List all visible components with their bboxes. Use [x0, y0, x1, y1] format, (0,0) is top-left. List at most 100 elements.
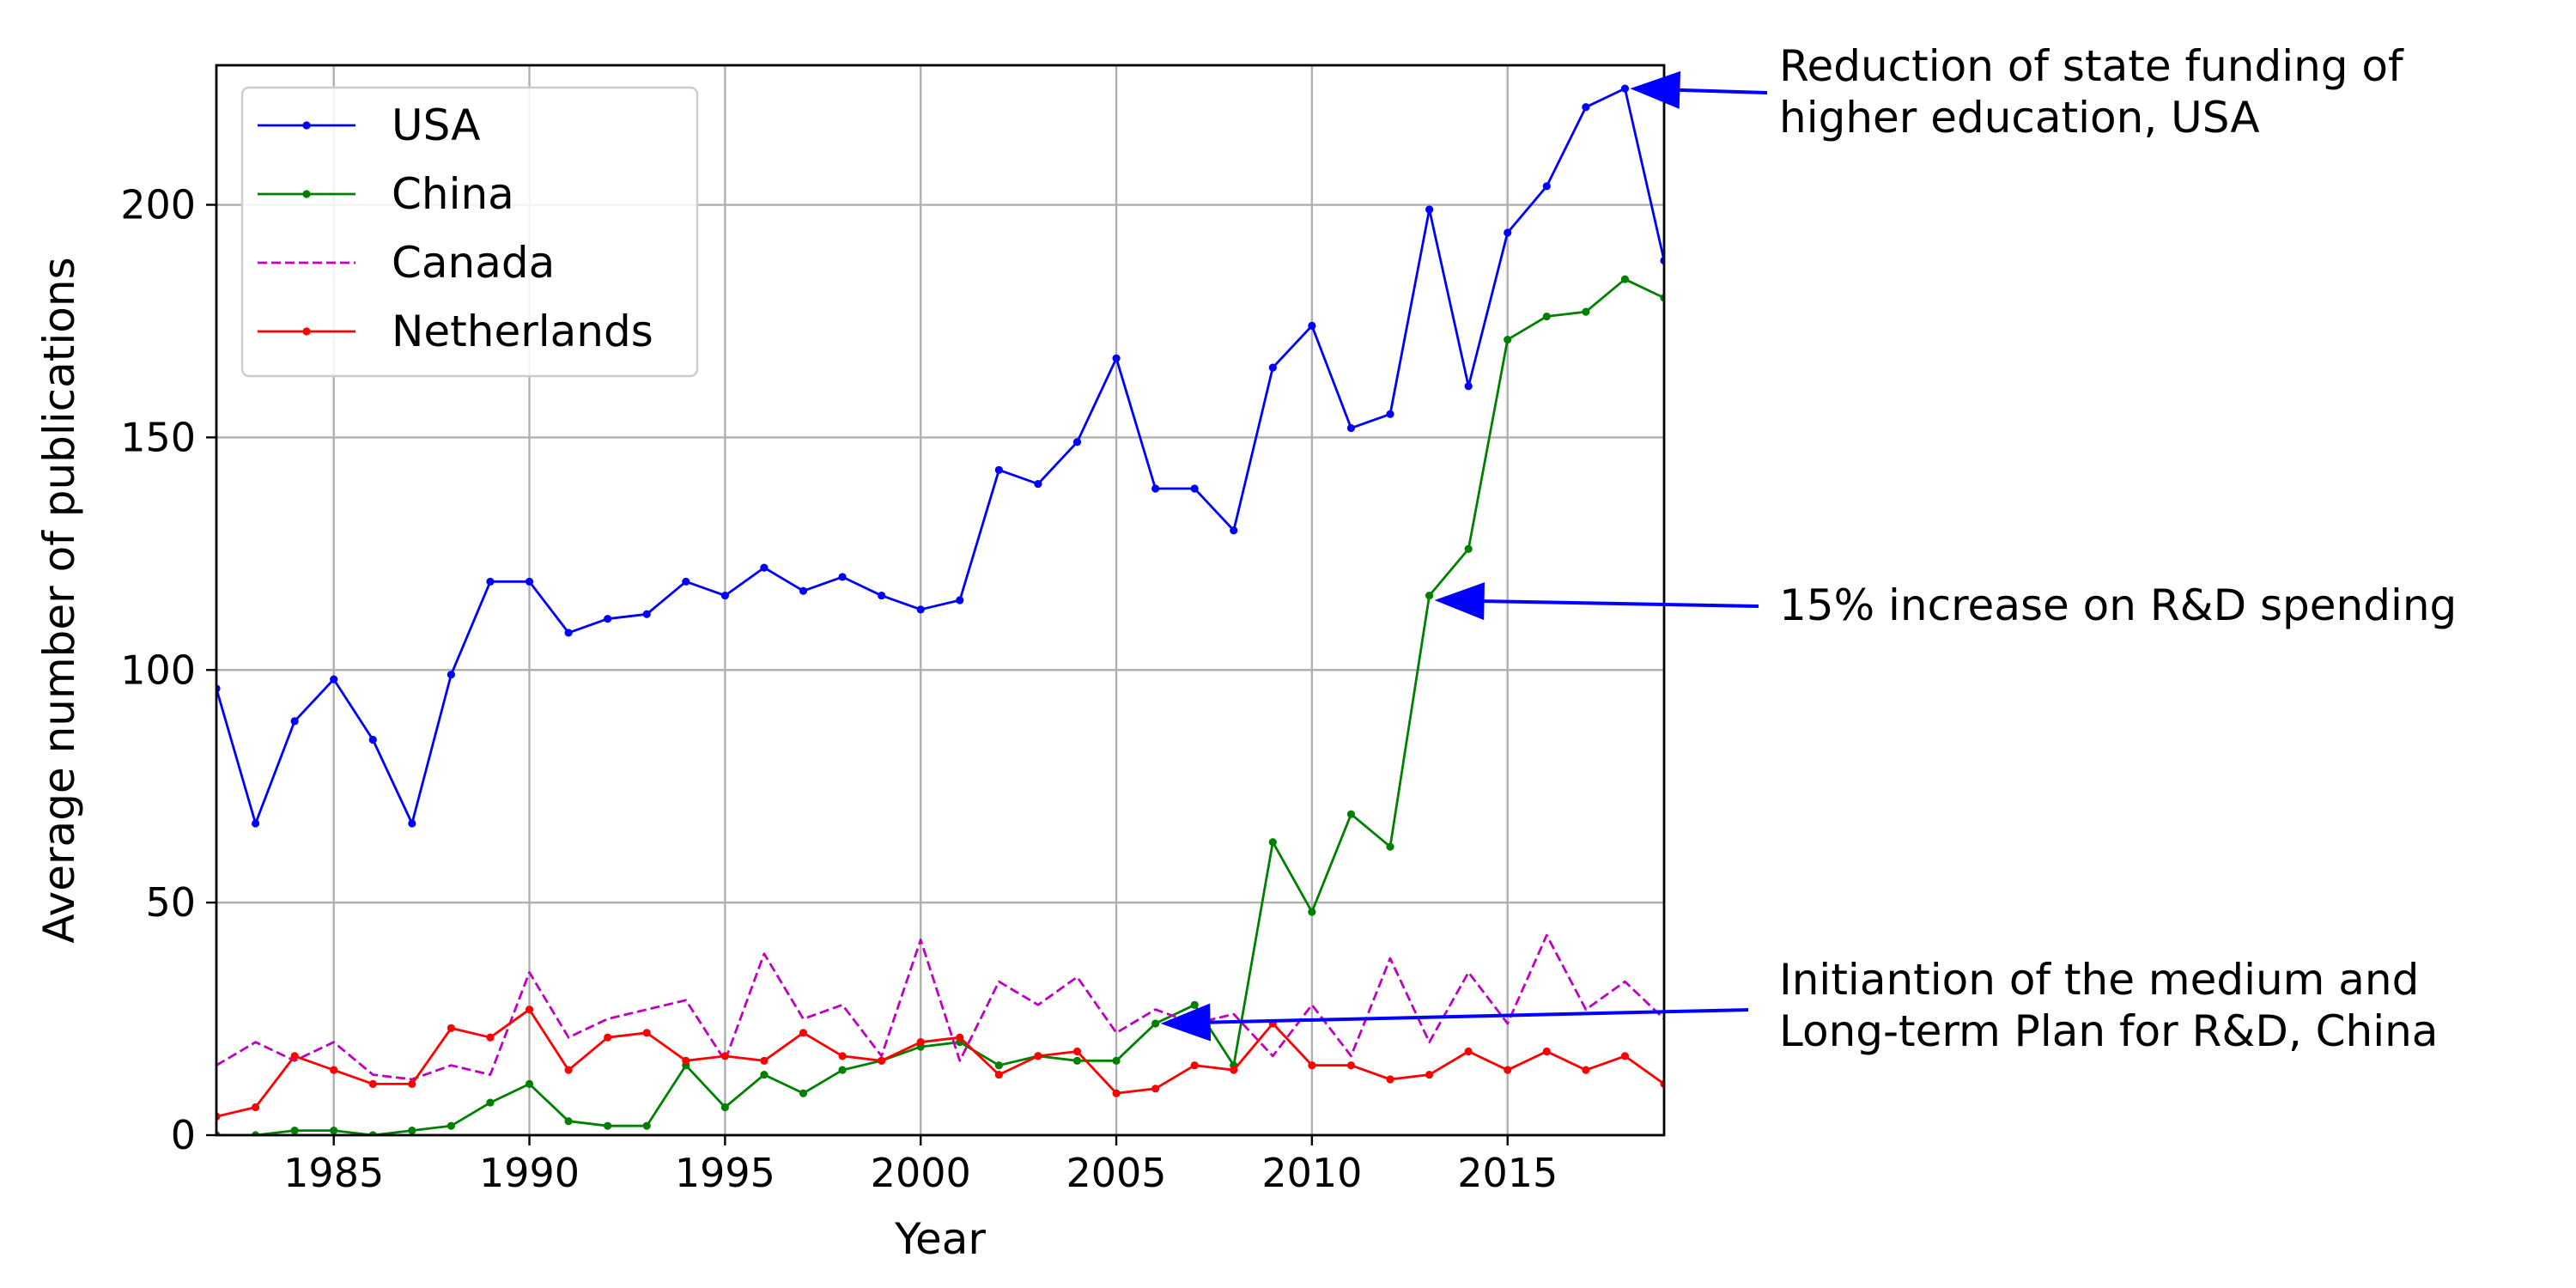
x-tick-label-1990: 1990: [479, 1150, 580, 1196]
point-china-1995: [720, 1103, 729, 1112]
point-china-1989: [486, 1098, 495, 1107]
point-netherlands-1985: [330, 1066, 338, 1074]
y-axis-title: Average number of publications: [34, 257, 84, 943]
annotation-arrow-line-2: [1484, 599, 1759, 608]
point-usa-1997: [799, 586, 808, 595]
point-usa-1995: [720, 591, 729, 600]
x-tick-label-2005: 2005: [1066, 1150, 1167, 1196]
point-china-1992: [604, 1121, 612, 1130]
point-usa-1984: [290, 717, 299, 726]
point-netherlands-1984: [290, 1052, 299, 1060]
legend-label-netherlands: Netherlands: [392, 307, 653, 356]
point-china-1991: [564, 1117, 573, 1126]
point-usa-2005: [1112, 354, 1121, 362]
point-china-2004: [1072, 1056, 1082, 1065]
point-usa-1996: [760, 563, 769, 572]
point-china-1988: [447, 1121, 456, 1130]
legend-label-usa: USA: [392, 100, 480, 150]
annotation-text-3-line-2: Long-term Plan for R&D, China: [1779, 1006, 2438, 1056]
point-usa-1992: [604, 615, 612, 623]
point-netherlands-1992: [604, 1033, 612, 1042]
point-china-2013: [1425, 591, 1434, 600]
point-usa-2000: [916, 605, 925, 614]
legend[interactable]: USA China Canada Netherlands: [240, 86, 699, 378]
point-netherlands-1989: [486, 1033, 495, 1042]
point-usa-2006: [1151, 484, 1160, 493]
point-usa-1989: [486, 577, 495, 586]
plot-frame: [215, 64, 1666, 1137]
legend-marker-china: [302, 190, 311, 198]
point-netherlands-2018: [1620, 1052, 1630, 1060]
point-usa-1988: [447, 671, 456, 679]
point-china-2016: [1542, 312, 1551, 321]
point-china-1987: [408, 1126, 416, 1135]
point-netherlands-2004: [1072, 1047, 1082, 1056]
legend-item-usa[interactable]: USA: [258, 100, 480, 150]
x-axis-title: Year: [894, 1214, 986, 1264]
point-netherlands-1996: [760, 1056, 769, 1065]
annotation-text-3-line-1: Initiantion of the medium and: [1779, 955, 2419, 1005]
legend-label-canada: Canada: [392, 238, 555, 288]
point-usa-2007: [1190, 484, 1199, 493]
point-usa-2010: [1308, 321, 1316, 330]
point-netherlands-2015: [1504, 1066, 1512, 1074]
axes: 1985 1990 1995 2000 2005 2010 2015 0 50 100 150 200…: [34, 64, 1666, 1264]
point-netherlands-1997: [799, 1029, 808, 1037]
point-china-1990: [525, 1079, 534, 1089]
series-line-netherlands: [216, 1008, 1664, 1118]
point-netherlands-2012: [1386, 1075, 1394, 1084]
legend-item-canada[interactable]: Canada: [258, 238, 555, 288]
y-tick-label-200: 200: [120, 182, 196, 228]
point-usa-2011: [1346, 423, 1356, 433]
point-usa-1987: [408, 819, 416, 828]
point-netherlands-2014: [1464, 1047, 1473, 1056]
point-usa-2001: [956, 596, 964, 605]
legend-marker-usa: [302, 121, 311, 130]
x-tick-label-1995: 1995: [675, 1150, 775, 1196]
point-china-2006: [1151, 1019, 1160, 1028]
point-usa-1994: [682, 577, 690, 586]
point-netherlands-1998: [838, 1052, 847, 1060]
point-usa-2004: [1072, 438, 1082, 447]
point-netherlands-2017: [1582, 1066, 1590, 1074]
x-tick-label-1985: 1985: [283, 1150, 384, 1196]
point-china-2018: [1620, 275, 1630, 283]
point-netherlands-1986: [368, 1079, 377, 1089]
point-netherlands-2002: [994, 1070, 1003, 1079]
point-china-1997: [799, 1089, 808, 1097]
point-china-2009: [1268, 838, 1277, 847]
legend-label-china: China: [392, 169, 514, 219]
series-line-usa: [216, 87, 1664, 825]
point-china-2010: [1308, 908, 1316, 916]
point-netherlands-2010: [1308, 1061, 1316, 1070]
y-tick-label-50: 50: [145, 879, 196, 926]
y-tick-label-0: 0: [171, 1112, 196, 1158]
point-usa-2015: [1504, 228, 1512, 237]
point-china-1985: [330, 1126, 338, 1135]
annotation-text-1-line-2: higher education, USA: [1779, 93, 2260, 143]
point-usa-2003: [1034, 479, 1042, 489]
point-usa-2016: [1542, 182, 1551, 191]
point-usa-1991: [564, 629, 573, 637]
legend-item-china[interactable]: China: [258, 169, 514, 219]
y-tick-label-150: 150: [120, 414, 196, 460]
x-tick-label-2010: 2010: [1261, 1150, 1362, 1196]
point-usa-2017: [1582, 103, 1590, 112]
point-usa-1993: [642, 610, 651, 618]
y-tick-label-100: 100: [120, 647, 196, 693]
point-netherlands-2003: [1034, 1052, 1042, 1060]
point-netherlands-1994: [682, 1056, 690, 1065]
series-layer: [216, 84, 1664, 1135]
point-netherlands-1991: [564, 1066, 573, 1074]
annotation-text-1-line-1: Reduction of state funding of: [1779, 41, 2404, 91]
legend-item-netherlands[interactable]: Netherlands: [258, 307, 653, 356]
point-usa-1985: [330, 675, 338, 683]
point-china-2015: [1504, 336, 1512, 344]
point-china-2007: [1190, 1000, 1199, 1009]
point-china-2012: [1386, 842, 1394, 851]
point-china-2017: [1582, 307, 1590, 316]
point-netherlands-2007: [1190, 1061, 1199, 1070]
